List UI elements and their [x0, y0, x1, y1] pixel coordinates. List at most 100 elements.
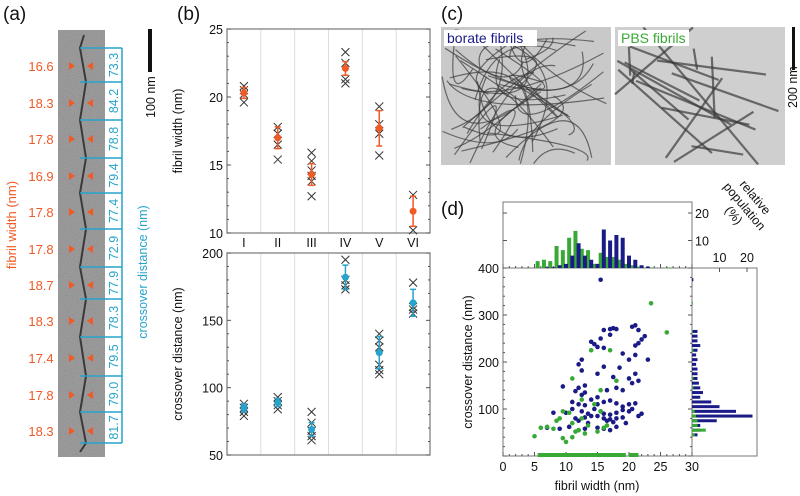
crossover-value: 79.0 — [107, 382, 121, 406]
y-tick-label: 10 — [209, 227, 223, 241]
top-hist-bar — [570, 255, 575, 268]
data-point-x — [408, 278, 418, 287]
fibril-strand — [494, 91, 542, 148]
right-hist-bar — [692, 400, 712, 404]
pbs-point — [592, 402, 597, 407]
data-point-x — [374, 369, 384, 379]
scale-bar-100nm — [148, 29, 152, 72]
data-point-x — [307, 148, 316, 158]
borate-point — [633, 401, 638, 406]
fibril-width-value: 18.3 — [28, 424, 53, 439]
scale-bar-200nm — [792, 27, 795, 70]
mean-marker — [240, 404, 248, 412]
width-marker-left — [69, 172, 75, 180]
y-tick-label: 15 — [209, 159, 223, 173]
borate-point — [604, 387, 610, 393]
pbs-point — [576, 427, 581, 433]
x-tick-label: 30 — [685, 460, 699, 474]
y-tick-label: 300 — [478, 309, 499, 323]
borate-point — [588, 413, 594, 419]
top-hist-bar — [649, 267, 654, 268]
data-point-x — [408, 190, 418, 200]
right-hist-tick-label: 10 — [713, 251, 727, 265]
pbs-point — [579, 416, 585, 421]
mean-marker — [274, 134, 282, 142]
borate-point — [557, 426, 562, 432]
pbs-point — [551, 426, 556, 432]
data-point-x — [239, 81, 249, 91]
panel-label-d: (d) — [441, 199, 464, 220]
borate-point — [639, 411, 644, 417]
right-hist-bar — [692, 348, 694, 352]
mean-marker — [240, 89, 248, 97]
pbs-point — [566, 410, 572, 416]
right-hist-bar — [692, 372, 698, 376]
right-hist-bar — [692, 395, 701, 399]
borate-point — [614, 326, 619, 332]
data-point-x — [307, 407, 316, 417]
top-hist-bar — [614, 235, 619, 268]
pbs-point — [585, 423, 591, 428]
borate-point — [582, 426, 588, 432]
right-hist-bar — [692, 419, 698, 423]
borate-point — [588, 339, 594, 345]
right-hist-bar — [692, 334, 698, 338]
fibril-strand — [454, 105, 497, 156]
width-marker-right — [87, 245, 93, 253]
data-point-x — [239, 411, 249, 421]
fibril-width-value: 17.4 — [28, 351, 53, 366]
crossover-ylabel: crossover distance (nm) — [171, 287, 185, 420]
plot-frame — [226, 28, 431, 234]
borate-point — [595, 425, 600, 431]
borate-point — [607, 398, 613, 403]
pbs-point — [598, 387, 603, 393]
top-hist-bar — [645, 266, 650, 268]
data-point-x — [239, 98, 249, 107]
borate-point — [633, 323, 638, 328]
fibril-strand — [505, 120, 593, 158]
fibril-width-value: 17.8 — [28, 205, 53, 220]
right-hist-bar — [692, 358, 698, 362]
borate-point — [573, 388, 578, 394]
right-hist-bar — [692, 362, 697, 366]
right-hist-frame — [691, 267, 758, 457]
data-point-x — [273, 155, 283, 164]
fibril-strand — [474, 45, 557, 100]
crossover-value: 73.3 — [107, 53, 121, 77]
right-hist-bar — [692, 423, 698, 427]
right-hist-bar — [692, 329, 698, 333]
borate-point — [614, 424, 619, 430]
fibril-width-ylabel: fibril width (nm) — [171, 89, 185, 174]
y-tick-label: 100 — [202, 382, 223, 396]
width-marker-left — [69, 208, 75, 216]
borate-point — [595, 394, 600, 400]
mean-marker — [341, 64, 349, 72]
panel-label-c: (c) — [441, 4, 463, 25]
borate-label-bg — [444, 30, 537, 46]
category-label: V — [375, 236, 384, 250]
right-hist-bar — [692, 376, 694, 380]
category-label: I — [242, 236, 245, 250]
borate-point — [592, 341, 597, 347]
pbs-point — [538, 425, 544, 431]
borate-point — [604, 418, 610, 424]
crossover-value: 77.4 — [107, 199, 121, 223]
panel-a-micrograph — [58, 30, 105, 457]
top-hist-bar — [639, 265, 644, 268]
data-point-x — [307, 191, 316, 201]
fibril-strand — [616, 59, 732, 126]
borate-point — [595, 402, 600, 407]
fibril-strand — [455, 49, 524, 78]
y-tick-label: 200 — [478, 356, 499, 370]
borate-point — [614, 401, 619, 406]
data-point-x — [341, 79, 350, 88]
mean-marker — [409, 207, 417, 215]
pbs-point — [598, 409, 603, 414]
borate-point — [573, 416, 578, 421]
width-marker-left — [69, 391, 75, 399]
mean-marker — [274, 398, 282, 406]
category-label: II — [274, 236, 281, 250]
borate-point — [601, 411, 607, 417]
width-marker-left — [69, 354, 75, 362]
